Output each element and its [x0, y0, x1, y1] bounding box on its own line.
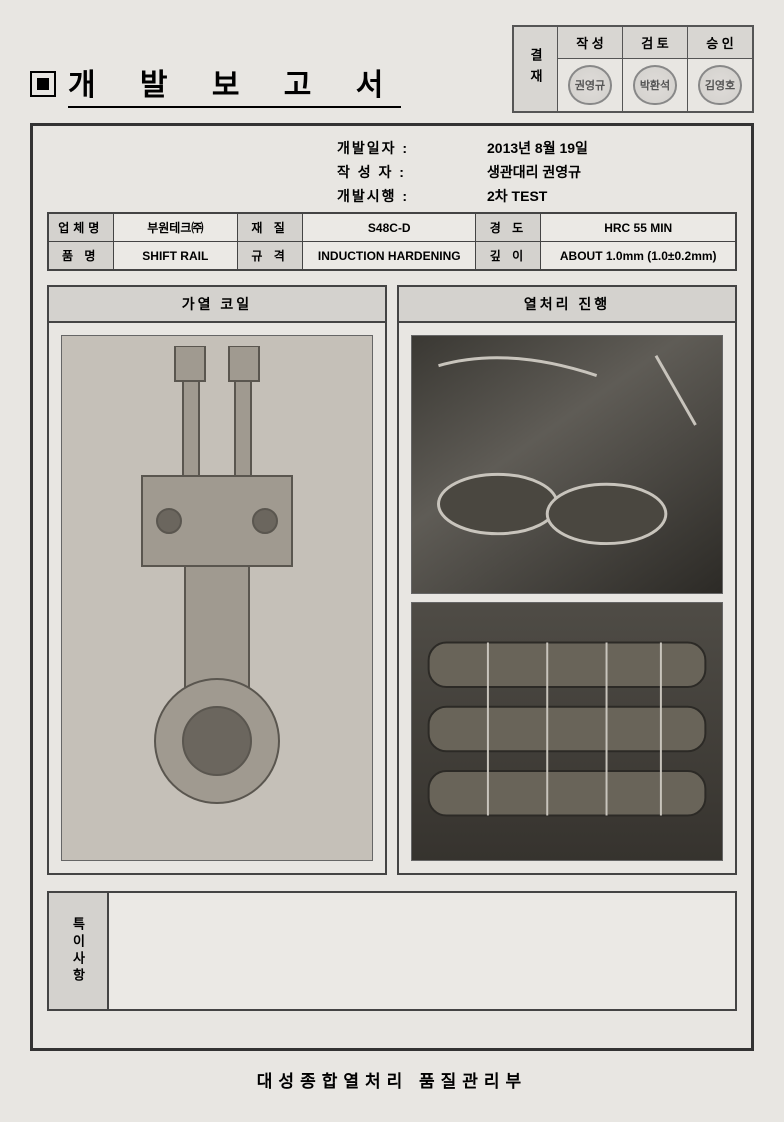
meta-label-exec: 개발시행 : [337, 186, 427, 206]
title-bullet-icon [30, 71, 56, 97]
meta-label-date: 개발일자 : [337, 138, 427, 158]
approval-vert-label: 결재 [513, 26, 558, 112]
title-area: 개 발 보 고 서 [30, 60, 401, 108]
spec-value-standard: INDUCTION HARDENING [303, 242, 476, 271]
spec-label-depth: 깊 이 [476, 242, 541, 271]
approval-stamp-write: 권영규 [558, 59, 623, 113]
coil-photo [61, 335, 373, 861]
meta-row: 개발시행 : 2차 TEST [47, 186, 737, 206]
spec-value-product: SHIFT RAIL [113, 242, 238, 271]
meta-value-date: 2013년 8월 19일 [487, 138, 588, 158]
stamp-icon: 권영규 [568, 65, 612, 105]
spec-label-hardness: 경 도 [476, 213, 541, 242]
process-photo-top [411, 335, 723, 594]
top-section: 개 발 보 고 서 결재 작 성 검 토 승 인 권영규 박환석 김영호 [30, 25, 754, 113]
image-header-coil: 가열 코일 [49, 287, 385, 323]
meta-label-author: 작 성 자 : [337, 162, 427, 182]
image-body-coil [49, 323, 385, 873]
approval-stamp-approve: 김영호 [688, 59, 754, 113]
approval-header-write: 작 성 [558, 26, 623, 59]
meta-row: 작 성 자 : 생관대리 권영규 [47, 162, 737, 182]
shaft-icon [412, 603, 722, 860]
stamp-icon: 박환석 [633, 65, 677, 105]
process-photo-bottom [411, 602, 723, 861]
spec-value-material: S48C-D [303, 213, 476, 242]
spec-table: 업체명 부원테크㈜ 재 질 S48C-D 경 도 HRC 55 MIN 품 명 … [47, 212, 737, 271]
image-col-process: 열처리 진행 [397, 285, 737, 875]
machinery-icon [412, 336, 722, 593]
spec-value-depth: ABOUT 1.0mm (1.0±0.2mm) [541, 242, 736, 271]
footer-text: 대성종합열처리 품질관리부 [30, 1067, 754, 1092]
page-title: 개 발 보 고 서 [68, 60, 401, 108]
image-header-process: 열처리 진행 [399, 287, 735, 323]
coil-shape-icon [127, 346, 307, 846]
meta-value-exec: 2차 TEST [487, 186, 547, 206]
notes-body [109, 893, 735, 1009]
approval-header-approve: 승 인 [688, 26, 754, 59]
spec-value-company: 부원테크㈜ [113, 213, 238, 242]
approval-table: 결재 작 성 검 토 승 인 권영규 박환석 김영호 [512, 25, 754, 113]
spec-label-product: 품 명 [48, 242, 113, 271]
meta-value-author: 생관대리 권영규 [487, 162, 581, 182]
image-body-process [399, 323, 735, 873]
image-col-coil: 가열 코일 [47, 285, 387, 875]
image-section: 가열 코일 [47, 285, 737, 875]
spec-label-company: 업체명 [48, 213, 113, 242]
table-row: 업체명 부원테크㈜ 재 질 S48C-D 경 도 HRC 55 MIN [48, 213, 736, 242]
notes-row: 특이사항 [47, 891, 737, 1011]
spec-value-hardness: HRC 55 MIN [541, 213, 736, 242]
table-row: 품 명 SHIFT RAIL 규 격 INDUCTION HARDENING 깊… [48, 242, 736, 271]
stamp-icon: 김영호 [698, 65, 742, 105]
meta-row: 개발일자 : 2013년 8월 19일 [47, 138, 737, 158]
approval-stamp-review: 박환석 [623, 59, 688, 113]
spec-label-material: 재 질 [238, 213, 303, 242]
main-content-box: 개발일자 : 2013년 8월 19일 작 성 자 : 생관대리 권영규 개발시… [30, 123, 754, 1051]
notes-label: 특이사항 [49, 893, 109, 1009]
spec-label-standard: 규 격 [238, 242, 303, 271]
approval-header-review: 검 토 [623, 26, 688, 59]
